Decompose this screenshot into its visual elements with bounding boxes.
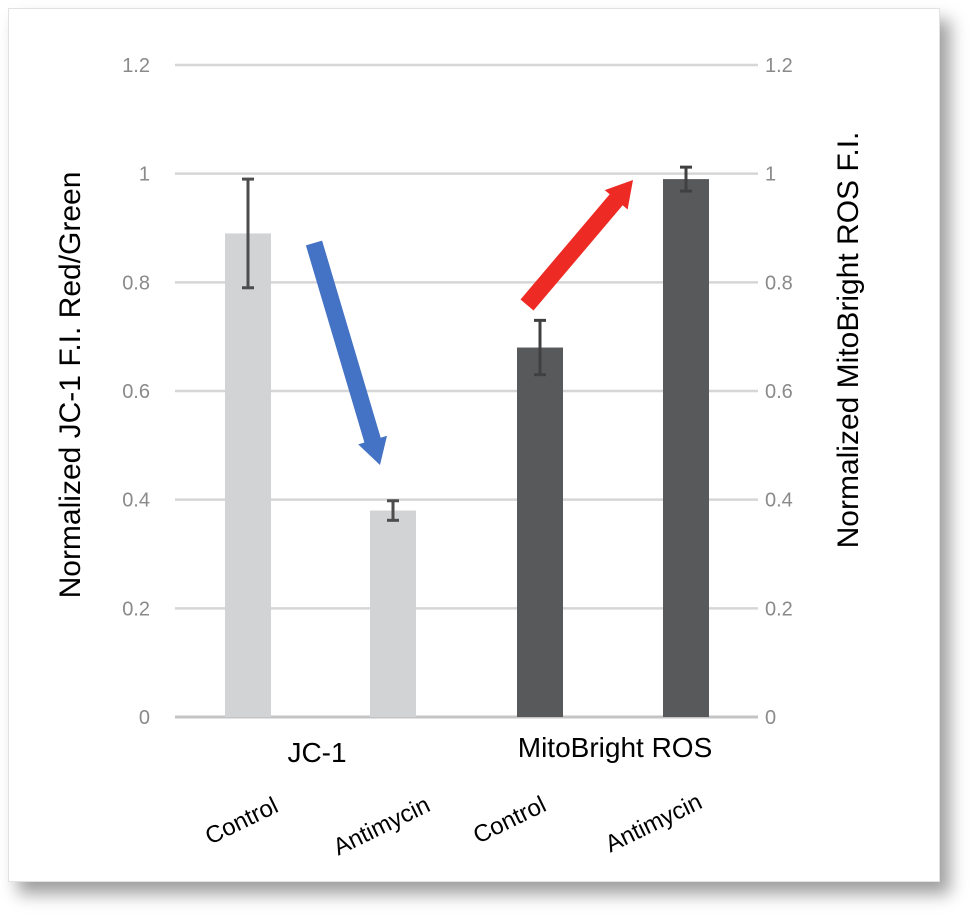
y-tick-label-right: 0.6 <box>765 381 793 403</box>
category-label: Control <box>201 792 282 850</box>
trend-arrows <box>305 180 633 465</box>
y-tick-label-left: 0.6 <box>122 381 150 403</box>
bar-mitobright-ros-control <box>517 347 563 717</box>
bar-jc-1-antimycin <box>370 510 416 717</box>
y-tick-label-right: 0.2 <box>765 598 793 620</box>
figure-card <box>8 8 940 882</box>
y-tick-label-left: 1 <box>139 164 150 186</box>
y-tick-label-left: 0.2 <box>122 598 150 620</box>
red-up-arrow <box>520 180 633 311</box>
y-tick-label-left: 0.8 <box>122 272 150 294</box>
category-label: Control <box>469 791 550 849</box>
bar-mitobright-ros-antimycin <box>663 179 709 718</box>
bars <box>225 179 709 718</box>
gridlines <box>175 63 758 719</box>
bar-jc-1-control <box>225 233 271 717</box>
group-label-jc1: JC-1 <box>287 737 346 768</box>
blue-down-arrow <box>305 240 387 465</box>
y-tick-label-left: 0.4 <box>122 490 150 512</box>
y-tick-label-right: 0.4 <box>765 490 793 512</box>
y-tick-label-left: 0 <box>139 707 150 729</box>
y-tick-label-left: 1.2 <box>122 55 150 77</box>
right-axis-ticks: 0 0.2 0.4 0.6 0.8 1 1.2 <box>765 55 793 729</box>
category-label: Antimycin <box>601 788 706 858</box>
y-tick-label-right: 0 <box>765 707 776 729</box>
left-axis-ticks: 0 0.2 0.4 0.6 0.8 1 1.2 <box>122 55 150 729</box>
category-labels: Control Antimycin Control Antimycin <box>201 788 706 861</box>
y-tick-label-right: 1 <box>765 164 776 186</box>
error-bars <box>242 165 692 522</box>
right-axis-title: Normalized MitoBright ROS F.I. <box>832 132 865 549</box>
group-label-mitobright: MitoBright ROS <box>518 732 713 763</box>
y-tick-label-right: 0.8 <box>765 272 793 294</box>
left-axis-title: Normalized JC-1 F.I. Red/Green <box>54 172 87 599</box>
category-label: Antimycin <box>329 791 434 861</box>
y-tick-label-right: 1.2 <box>765 55 793 77</box>
